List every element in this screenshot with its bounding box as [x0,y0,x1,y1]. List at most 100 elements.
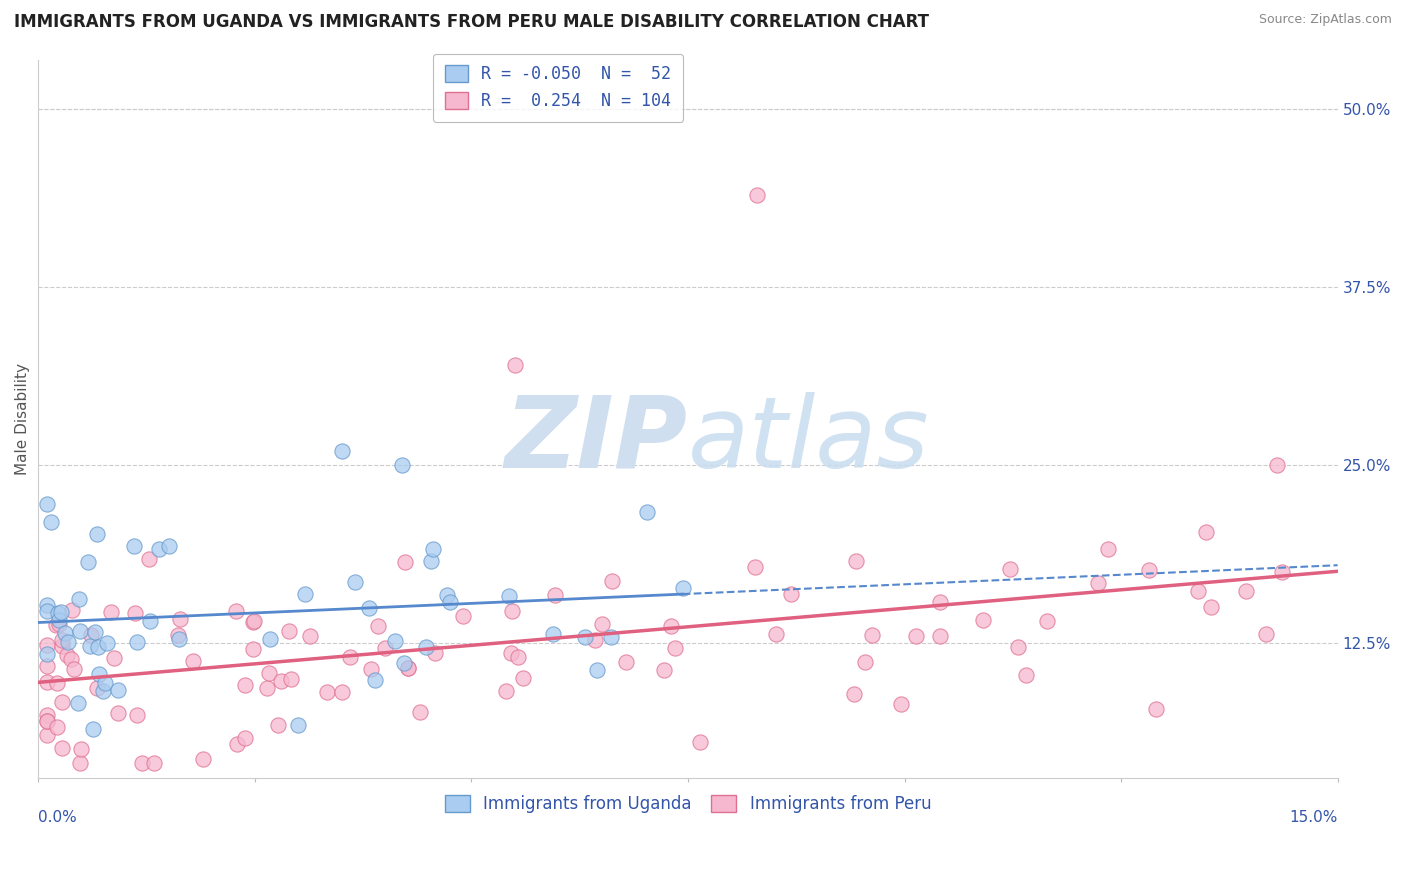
Point [998,562,1021,576]
Point [860,628,883,642]
Point [70,742,93,756]
Point [1254,627,1277,641]
Point [193,752,215,766]
Point [495,683,517,698]
Point [48,617,70,632]
Point [396,661,419,675]
Point [138,552,160,566]
Point [56,648,79,662]
Point [422,541,444,556]
Point [86,527,108,541]
Point [436,588,458,602]
Point [257,666,280,681]
Point [600,574,623,589]
Point [512,671,534,685]
Point [330,443,353,458]
Point [148,542,170,557]
Legend: Immigrants from Uganda, Immigrants from Peru: Immigrants from Uganda, Immigrants from … [437,788,938,820]
Point [79,639,101,653]
Point [779,587,801,601]
Text: 0.0%: 0.0% [38,810,77,825]
Point [259,632,281,647]
Point [853,655,876,669]
Text: Source: ZipAtlas.com: Source: ZipAtlas.com [1258,13,1392,27]
Point [652,663,675,677]
Point [672,581,695,595]
Point [396,661,419,675]
Point [69,624,91,638]
Point [124,607,146,621]
Point [1015,667,1038,681]
Point [83,624,105,639]
Point [574,631,596,645]
Point [82,722,104,736]
Point [67,591,90,606]
Point [501,604,523,618]
Point [77,555,100,569]
Point [35,497,58,511]
Point [299,629,322,643]
Point [35,714,58,728]
Point [600,630,623,644]
Point [1139,563,1161,577]
Point [107,683,129,698]
Point [1265,458,1288,472]
Point [339,650,361,665]
Point [243,614,266,628]
Point [928,595,950,609]
Point [277,624,299,638]
Point [143,756,166,771]
Point [103,651,125,665]
Point [583,633,606,648]
Point [499,646,522,660]
Point [55,625,77,640]
Point [60,652,83,666]
Point [391,458,413,472]
Point [35,659,58,673]
Point [591,616,613,631]
Point [357,600,380,615]
Point [1187,583,1209,598]
Point [35,598,58,612]
Point [45,617,67,632]
Point [845,554,868,568]
Point [1199,599,1222,614]
Point [45,720,67,734]
Point [664,641,686,656]
Point [1007,640,1029,654]
Point [614,656,637,670]
Point [364,673,387,688]
Point [51,695,73,709]
Point [928,629,950,643]
Text: ZIP: ZIP [505,392,688,489]
Point [689,735,711,749]
Point [744,560,766,574]
Point [48,613,70,627]
Point [233,731,256,746]
Point [747,187,769,202]
Point [56,635,79,649]
Text: IMMIGRANTS FROM UGANDA VS IMMIGRANTS FROM PERU MALE DISABILITY CORRELATION CHART: IMMIGRANTS FROM UGANDA VS IMMIGRANTS FRO… [14,13,929,31]
Point [541,626,564,640]
Point [66,697,89,711]
Point [453,609,475,624]
Point [360,662,382,676]
Y-axis label: Male Disability: Male Disability [15,362,30,475]
Point [439,595,461,609]
Point [330,685,353,699]
Point [420,554,443,568]
Point [508,649,530,664]
Point [423,647,446,661]
Point [51,639,73,653]
Point [183,654,205,668]
Point [107,706,129,721]
Point [35,728,58,742]
Point [46,676,69,690]
Point [765,627,787,641]
Point [51,740,73,755]
Point [242,615,264,630]
Point [167,628,190,642]
Point [87,667,110,681]
Point [1195,524,1218,539]
Point [636,505,658,519]
